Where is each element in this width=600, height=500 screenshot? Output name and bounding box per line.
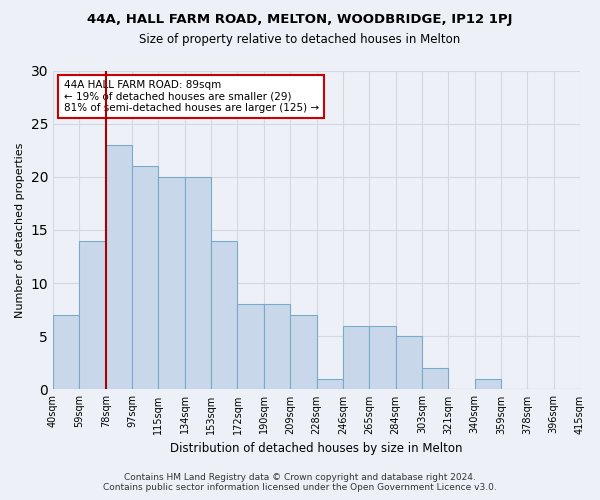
Bar: [290, 315, 317, 390]
Bar: [422, 368, 448, 390]
Bar: [106, 145, 132, 390]
Bar: [264, 304, 290, 390]
Text: 44A, HALL FARM ROAD, MELTON, WOODBRIDGE, IP12 1PJ: 44A, HALL FARM ROAD, MELTON, WOODBRIDGE,…: [87, 12, 513, 26]
Bar: [132, 166, 158, 390]
X-axis label: Distribution of detached houses by size in Melton: Distribution of detached houses by size …: [170, 442, 463, 455]
Bar: [343, 326, 369, 390]
Y-axis label: Number of detached properties: Number of detached properties: [15, 142, 25, 318]
Bar: [53, 315, 79, 390]
Bar: [475, 379, 501, 390]
Bar: [369, 326, 395, 390]
Bar: [79, 240, 106, 390]
Bar: [185, 177, 211, 390]
Bar: [211, 240, 238, 390]
Text: Size of property relative to detached houses in Melton: Size of property relative to detached ho…: [139, 32, 461, 46]
Text: 44A HALL FARM ROAD: 89sqm
← 19% of detached houses are smaller (29)
81% of semi-: 44A HALL FARM ROAD: 89sqm ← 19% of detac…: [64, 80, 319, 114]
Bar: [238, 304, 264, 390]
Bar: [395, 336, 422, 390]
Text: Contains HM Land Registry data © Crown copyright and database right 2024.
Contai: Contains HM Land Registry data © Crown c…: [103, 473, 497, 492]
Bar: [158, 177, 185, 390]
Bar: [317, 379, 343, 390]
